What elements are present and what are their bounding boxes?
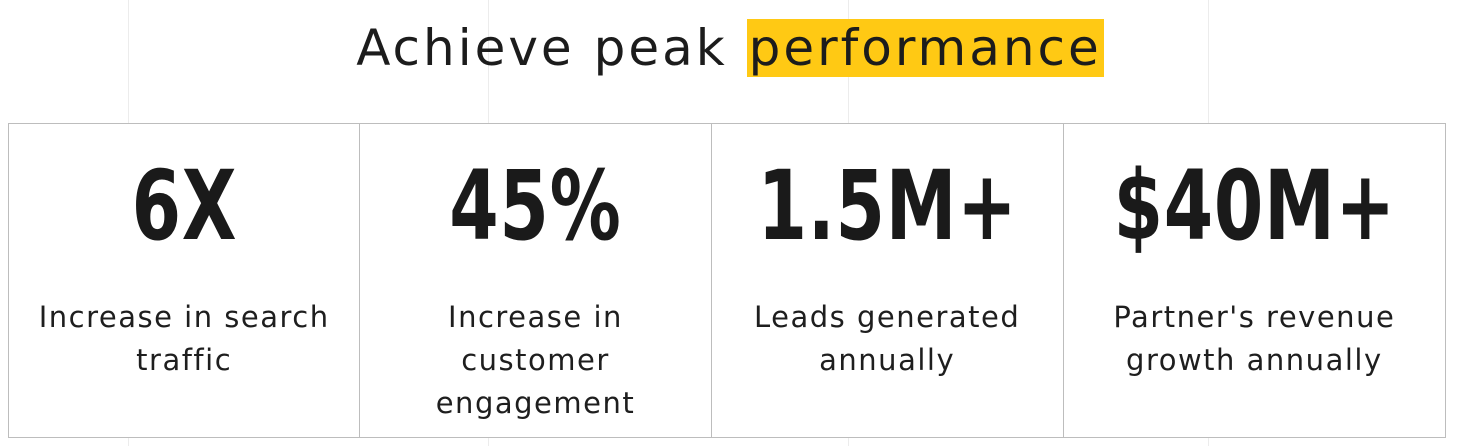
stat-value: 45% [449,150,622,262]
stat-label: Partner's revenue growth annually [1113,300,1396,377]
stats-grid: 6X Increase in search traffic 45% Increa… [8,123,1446,438]
stat-card-customer-engagement: 45% Increase in customer engagement [360,124,712,437]
stat-value: 1.5M+ [757,150,1018,262]
stat-card-search-traffic: 6X Increase in search traffic [9,124,361,437]
stat-card-revenue-growth: $40M+ Partner's revenue growth annually [1064,124,1445,437]
heading-prefix: Achieve peak [356,19,747,77]
stat-label: Leads generated annually [754,300,1021,377]
stat-label: Increase in customer engagement [435,300,636,420]
stat-value: $40M+ [1113,150,1396,262]
section-heading: Achieve peak performance [0,10,1460,86]
stat-card-leads-generated: 1.5M+ Leads generated annually [712,124,1064,437]
heading-highlight: performance [746,19,1104,77]
stat-value: 6X [131,150,237,262]
stat-label: Increase in search traffic [38,300,330,377]
